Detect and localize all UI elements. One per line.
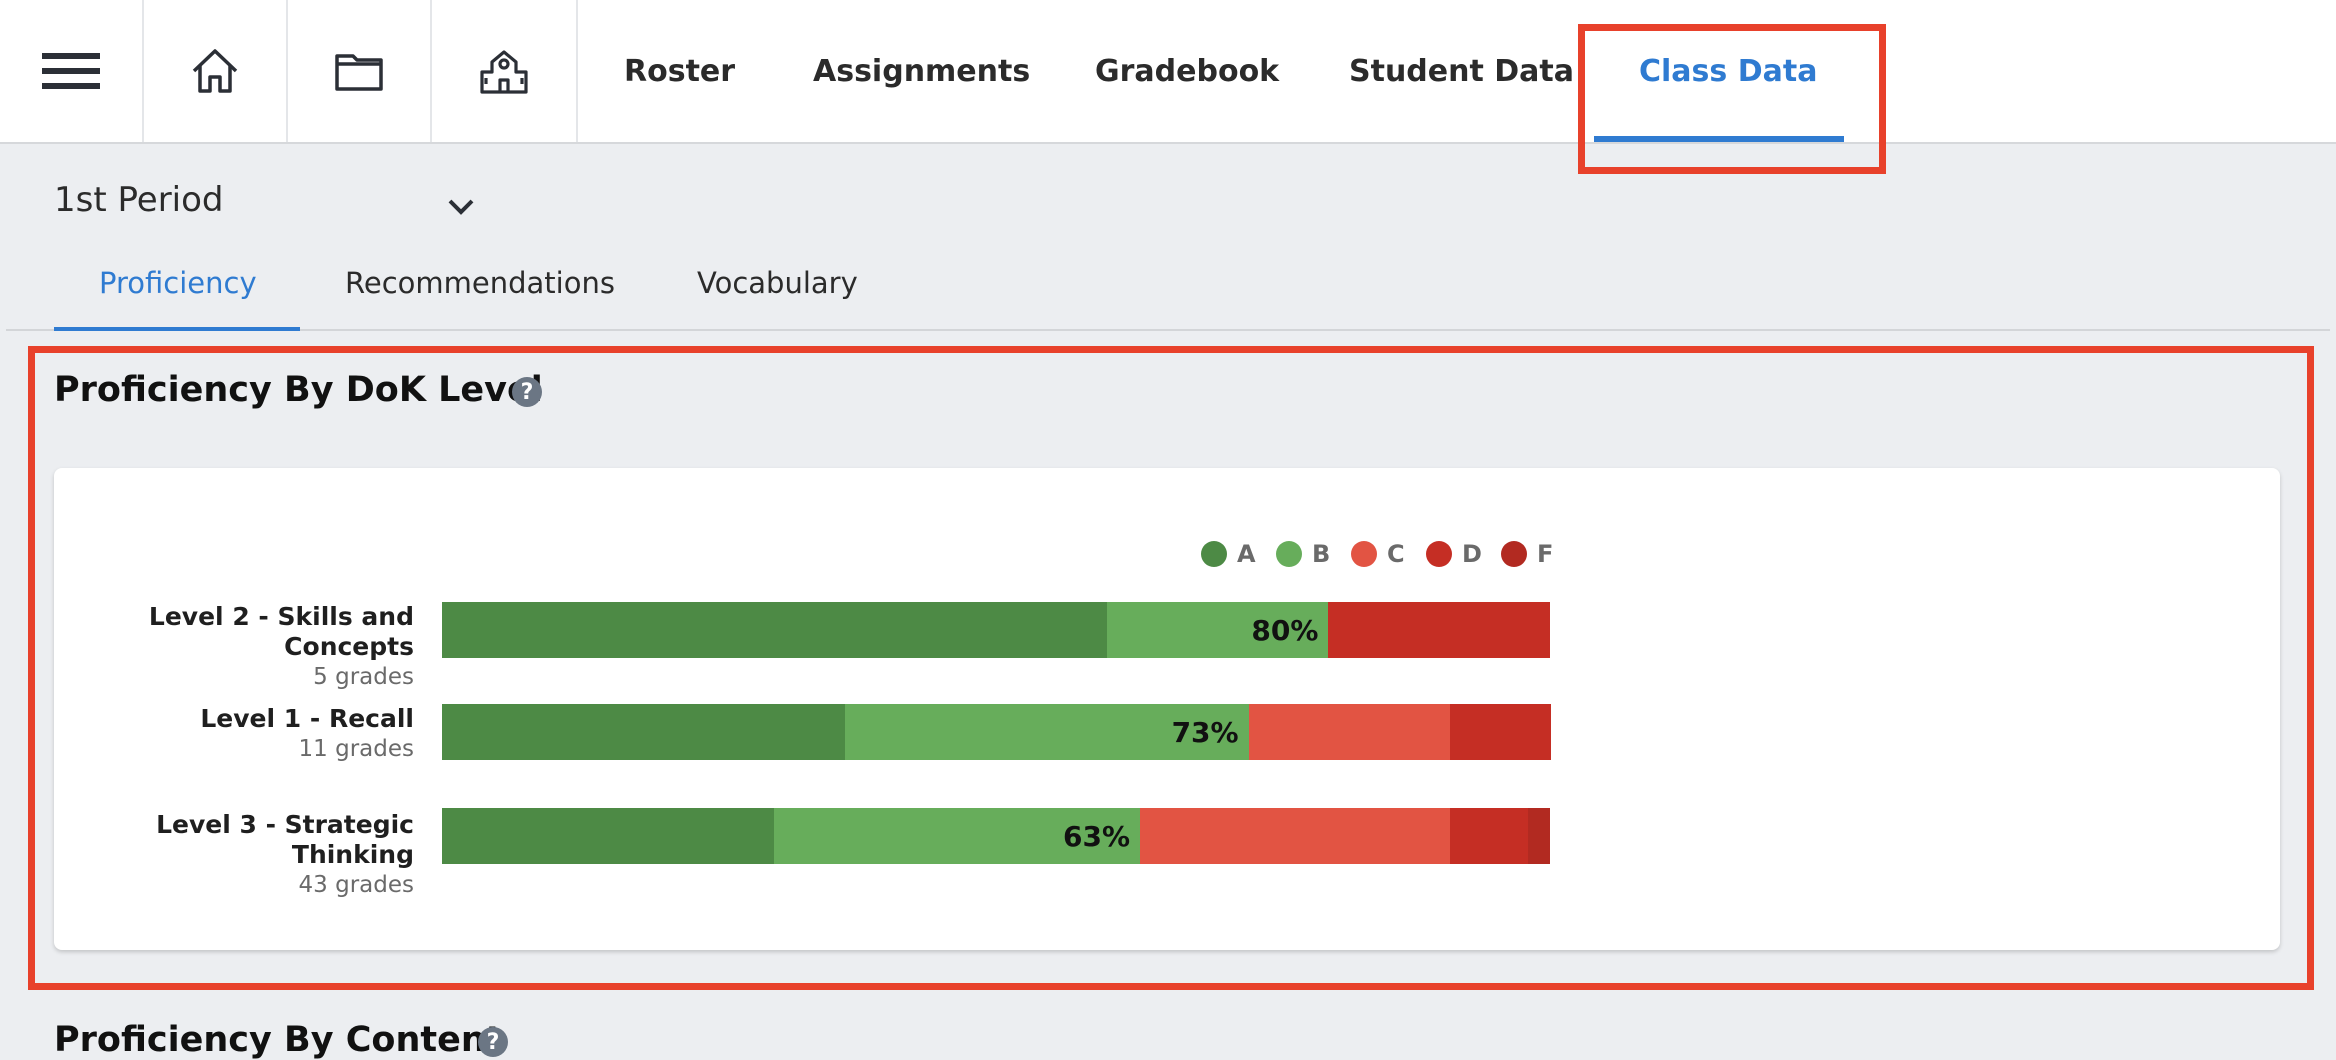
- legend-dot-icon: [1276, 541, 1302, 567]
- bar-segment-b[interactable]: [1106, 602, 1329, 658]
- row-grade-count: 11 grades: [298, 736, 414, 762]
- legend-item-d: D: [1426, 540, 1482, 568]
- row-title: Level 3 - Strategic Thinking: [156, 810, 414, 869]
- menu-icon: [42, 53, 100, 89]
- subtabs-divider: [6, 329, 2330, 331]
- folder-button[interactable]: [288, 0, 432, 142]
- bar-segment-a[interactable]: [442, 808, 775, 864]
- row-label: Level 1 - Recall 11 grades: [114, 704, 414, 764]
- bar-percent-label: 63%: [1063, 819, 1131, 853]
- home-button[interactable]: [144, 0, 288, 142]
- bar-segment-d[interactable]: [1450, 704, 1552, 760]
- row-label: Level 2 - Skills and Concepts 5 grades: [114, 602, 414, 692]
- section-title: Proficiency By DoK Level: [54, 370, 543, 410]
- nav-tab-student-data[interactable]: Student Data: [1349, 53, 1574, 89]
- nav-tab-assignments[interactable]: Assignments: [813, 53, 1031, 89]
- bar-segment-a[interactable]: [442, 602, 1107, 658]
- folder-icon: [335, 54, 383, 91]
- active-tab-indicator: [1594, 136, 1844, 142]
- bar-segment-d[interactable]: [1328, 602, 1550, 658]
- bar-percent-label: 80%: [1251, 613, 1319, 647]
- bar-segment-c[interactable]: [1140, 808, 1451, 864]
- school-button[interactable]: [432, 0, 578, 142]
- school-icon: [480, 50, 528, 94]
- next-section-title: Proficiency By Content: [54, 1020, 503, 1060]
- bar-segment-b[interactable]: [774, 808, 1141, 864]
- row-title: Level 1 - Recall: [200, 704, 414, 733]
- legend-item-b: B: [1276, 540, 1330, 568]
- home-icon: [192, 49, 238, 93]
- row-grade-count: 5 grades: [313, 664, 414, 690]
- subtab-active-indicator: [54, 327, 300, 331]
- legend-dot-icon: [1501, 541, 1527, 567]
- row-grade-count: 43 grades: [298, 872, 414, 898]
- bar-percent-label: 73%: [1171, 715, 1239, 749]
- help-icon[interactable]: ?: [512, 377, 542, 407]
- row-title: Level 2 - Skills and Concepts: [148, 602, 414, 661]
- period-select[interactable]: 1st Period: [54, 180, 224, 220]
- highlight-proficiency-section: [28, 346, 2314, 990]
- bar-segment-a[interactable]: [442, 704, 846, 760]
- menu-button[interactable]: [0, 0, 144, 142]
- bar-segment-b[interactable]: [845, 704, 1249, 760]
- legend-item-c: C: [1351, 540, 1405, 568]
- subtab-vocabulary[interactable]: Vocabulary: [697, 266, 858, 300]
- legend-dot-icon: [1201, 541, 1227, 567]
- nav-tab-roster[interactable]: Roster: [624, 53, 736, 89]
- subtab-recommendations[interactable]: Recommendations: [345, 266, 615, 300]
- legend-dot-icon: [1351, 541, 1377, 567]
- subtab-proficiency[interactable]: Proficiency: [99, 266, 257, 300]
- help-icon[interactable]: ?: [478, 1027, 508, 1057]
- bar-segment-f[interactable]: [1527, 808, 1550, 864]
- nav-tab-gradebook[interactable]: Gradebook: [1095, 53, 1280, 89]
- legend-dot-icon: [1426, 541, 1452, 567]
- stacked-bar[interactable]: [442, 704, 1552, 760]
- chevron-down-icon[interactable]: [446, 196, 476, 218]
- bar-segment-c[interactable]: [1248, 704, 1451, 760]
- highlight-class-data: [1578, 24, 1886, 174]
- nav-tab-class-data[interactable]: Class Data: [1639, 53, 1818, 89]
- stacked-bar[interactable]: [442, 808, 1550, 864]
- stacked-bar[interactable]: [442, 602, 1550, 658]
- top-nav-bar: Roster Assignments Gradebook Student Dat…: [0, 0, 2336, 144]
- legend-item-a: A: [1201, 540, 1256, 568]
- bar-segment-d[interactable]: [1450, 808, 1528, 864]
- row-label: Level 3 - Strategic Thinking 43 grades: [114, 810, 414, 900]
- legend-item-f: F: [1501, 540, 1553, 568]
